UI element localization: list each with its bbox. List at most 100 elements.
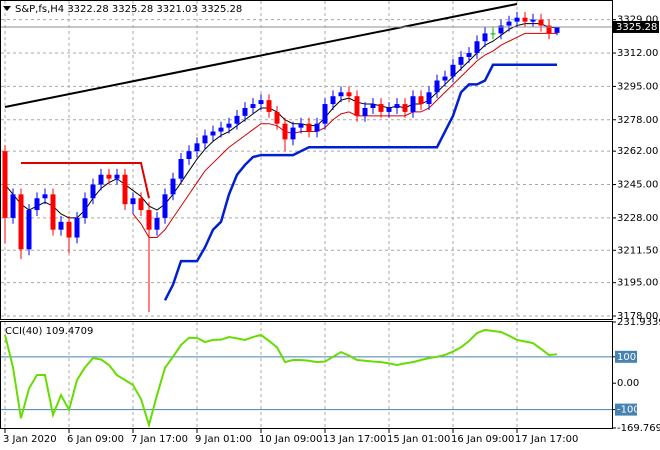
- candle-body: [82, 198, 88, 218]
- candle-body: [234, 115, 240, 124]
- candle-body: [66, 221, 72, 238]
- menu-arrow[interactable]: [3, 6, 11, 11]
- trend-line: [4, 2, 518, 108]
- candle-body: [514, 17, 520, 22]
- candle-body: [290, 127, 296, 140]
- candle-body: [242, 107, 248, 116]
- y-tick-label: 3211.50: [617, 245, 658, 256]
- candle-body: [42, 194, 48, 199]
- y-tick-label: -100: [617, 405, 640, 416]
- candle-body: [538, 19, 544, 26]
- candle-body: [434, 80, 440, 93]
- indicator-line: [163, 63, 557, 301]
- candle-body: [498, 25, 504, 34]
- x-tick-label: 13 Jan 17:00: [323, 434, 386, 445]
- candle-body: [354, 96, 360, 116]
- price-box: [612, 20, 659, 33]
- candle-body: [250, 104, 256, 108]
- candle-body: [186, 151, 192, 160]
- candle-body: [386, 107, 392, 112]
- candle-body: [170, 178, 176, 195]
- candle-body: [522, 17, 528, 22]
- candle-body: [58, 221, 64, 230]
- y-tick-label: 3278.00: [617, 115, 658, 126]
- y-tick-label: 3262.00: [617, 146, 658, 157]
- candle-body: [202, 135, 208, 144]
- y-tick-label: 3195.00: [617, 278, 658, 289]
- main-panel-border: [0, 0, 613, 320]
- candle-body: [50, 194, 56, 230]
- candle-body: [146, 210, 152, 230]
- candle-body: [378, 104, 384, 112]
- x-tick-label: 15 Jan 01:00: [387, 434, 450, 445]
- candle-body: [98, 174, 104, 185]
- candle-body: [154, 217, 160, 230]
- candle-body: [442, 76, 448, 81]
- candle-body: [218, 127, 224, 132]
- candle-body: [114, 174, 120, 179]
- candle-body: [338, 92, 344, 97]
- indicator-line: [21, 161, 150, 199]
- candle-body: [330, 96, 336, 105]
- candle-body: [314, 123, 320, 132]
- candle-body: [258, 100, 264, 105]
- y-tick-label: 0.00: [617, 378, 639, 389]
- candle-body: [2, 151, 8, 218]
- x-tick-label: 10 Jan 09:00: [259, 434, 322, 445]
- y-tick-label: 3245.00: [617, 180, 658, 191]
- candle-body: [210, 131, 216, 136]
- y-tick-label: -169.7697: [617, 423, 660, 434]
- candle-body: [130, 198, 136, 205]
- x-tick-label: 16 Jan 09:00: [451, 434, 514, 445]
- candle-body: [178, 159, 184, 179]
- x-tick-label: 3 Jan 2020: [3, 434, 57, 445]
- cci-title: CCI(40) 109.4709: [5, 326, 93, 337]
- candle-body: [546, 25, 552, 34]
- candle-body: [362, 107, 368, 116]
- candle-body: [450, 64, 456, 77]
- candle-body: [90, 184, 96, 199]
- x-tick-label: 17 Jan 17:00: [515, 434, 578, 445]
- candle-body: [74, 217, 80, 238]
- candle-body: [474, 41, 480, 54]
- candle-body: [34, 198, 40, 211]
- y-tick-label: 3329.00: [617, 15, 658, 26]
- candle-body: [274, 111, 280, 124]
- chart-title: S&P,fs,H4 3322.28 3325.28 3321.03 3325.2…: [15, 4, 242, 15]
- candle-body: [506, 21, 512, 26]
- y-tick-label: 3178.00: [617, 311, 658, 322]
- price-label: 3325.28: [616, 22, 657, 33]
- candle-body: [194, 143, 200, 152]
- candle-body: [298, 123, 304, 128]
- level-label-box: [615, 403, 637, 416]
- x-tick-label: 6 Jan 09:00: [67, 434, 124, 445]
- cci-panel-border: [0, 321, 613, 429]
- level-label-box: [615, 350, 637, 363]
- candle-body: [138, 198, 144, 211]
- candle-body: [122, 174, 128, 205]
- y-tick-label: 3312.00: [617, 48, 658, 59]
- candle-body: [490, 33, 496, 35]
- candle-body: [26, 210, 32, 250]
- candle-body: [346, 92, 352, 97]
- candle-body: [410, 96, 416, 112]
- candle-body: [266, 100, 272, 112]
- candle-body: [426, 92, 432, 105]
- y-tick-label: 100: [617, 352, 636, 363]
- candle-body: [18, 194, 24, 250]
- candle-body: [306, 123, 312, 132]
- y-tick-label: 3295.00: [617, 81, 658, 92]
- candle-body: [466, 53, 472, 57]
- candle-body: [530, 19, 536, 22]
- candle-body: [370, 104, 376, 108]
- x-tick-label: 7 Jan 17:00: [131, 434, 188, 445]
- candle-body: [418, 96, 424, 105]
- x-tick-label: 9 Jan 01:00: [195, 434, 252, 445]
- candle-body: [226, 123, 232, 128]
- candle-body: [402, 104, 408, 112]
- candle-body: [106, 174, 112, 179]
- y-tick-label: 231.9339: [617, 317, 660, 328]
- candle-body: [162, 194, 168, 218]
